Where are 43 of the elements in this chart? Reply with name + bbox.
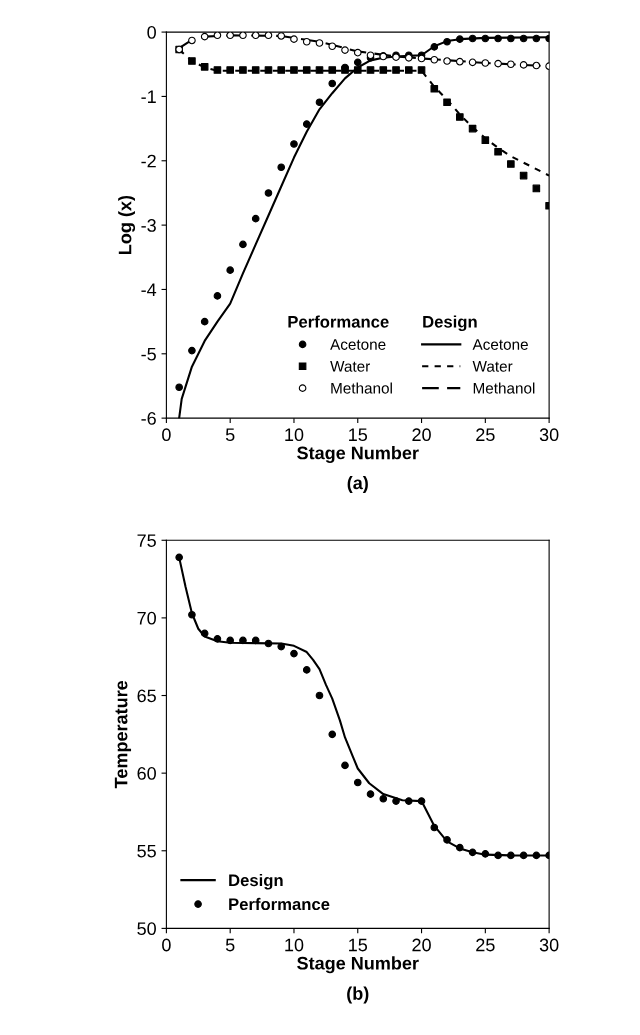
x-tick-label: 0 — [162, 938, 171, 952]
y-tick-label: 60 — [137, 767, 156, 780]
legend-label: Acetone — [472, 339, 528, 350]
y-axis-title: Log (x) — [118, 195, 136, 254]
y-tick-label: 0 — [147, 26, 156, 39]
x-tick-label: 0 — [162, 428, 171, 442]
y-tick-label: 75 — [137, 534, 156, 547]
x-tick-label: 5 — [225, 428, 235, 442]
annotation: Design — [423, 315, 477, 332]
y-tick-label: -3 — [141, 219, 156, 232]
x-tick-label: 30 — [539, 938, 559, 952]
legend-label: Methanol — [331, 382, 392, 394]
x-tick-label: 10 — [285, 428, 304, 442]
y-tick-label: -6 — [141, 412, 156, 425]
y-tick-label: -4 — [141, 283, 157, 296]
y-tick-label: -1 — [141, 90, 156, 103]
legend-label: Water — [472, 361, 513, 372]
y-tick-label: 55 — [137, 844, 156, 858]
x-tick-label: 15 — [349, 938, 368, 952]
x-tick-label: 15 — [349, 428, 368, 442]
legend-label: Methanol — [473, 382, 535, 394]
x-axis-title: Stage Number — [297, 446, 419, 463]
x-tick-label: 5 — [225, 938, 235, 952]
legend-label: Design — [229, 873, 283, 890]
y-tick-label: 70 — [137, 611, 156, 625]
y-axis-title: Temperature — [114, 680, 132, 789]
y-tick-label: 50 — [137, 922, 156, 936]
x-tick-label: 10 — [285, 938, 304, 952]
text: (a) — [347, 476, 368, 493]
text: (b) — [347, 986, 369, 1004]
x-tick-label: 25 — [476, 428, 495, 442]
x-tick-label: 20 — [412, 938, 431, 952]
legend-label: Water — [330, 361, 371, 372]
x-tick-label: 30 — [539, 428, 559, 442]
x-axis-title: Stage Number — [297, 956, 419, 974]
y-tick-label: -2 — [141, 154, 156, 168]
y-tick-label: -5 — [141, 347, 156, 361]
x-tick-label: 25 — [476, 938, 495, 952]
y-tick-label: 65 — [137, 689, 156, 703]
annotation: Performance — [288, 315, 389, 328]
legend-label: Performance — [229, 897, 330, 911]
legend-label: Acetone — [330, 339, 386, 350]
x-tick-label: 20 — [412, 428, 431, 442]
